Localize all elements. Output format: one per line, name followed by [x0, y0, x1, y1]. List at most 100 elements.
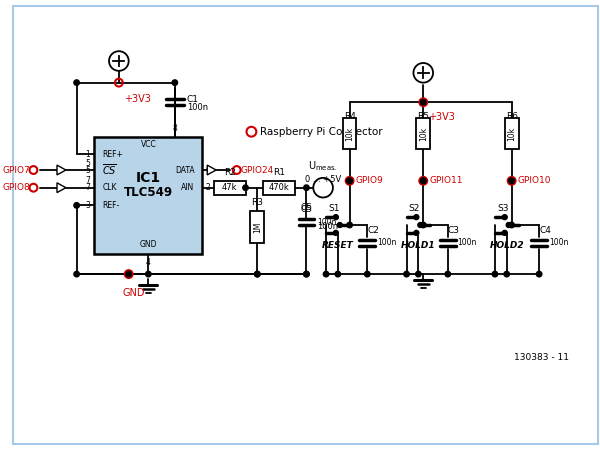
- Circle shape: [502, 215, 507, 220]
- Text: S3: S3: [497, 204, 508, 213]
- Bar: [505, 118, 518, 149]
- Text: Raspberry Pi Connector: Raspberry Pi Connector: [260, 127, 383, 137]
- Text: 5: 5: [86, 166, 91, 175]
- Text: GPIO24: GPIO24: [241, 166, 274, 175]
- Circle shape: [509, 222, 514, 228]
- Text: 47k: 47k: [222, 183, 238, 192]
- Text: R6: R6: [506, 112, 518, 121]
- Circle shape: [254, 271, 260, 277]
- Text: 100n: 100n: [458, 238, 477, 247]
- Text: TLC549: TLC549: [124, 186, 173, 199]
- Text: RESET: RESET: [322, 241, 354, 250]
- Text: GPIO10: GPIO10: [518, 176, 551, 185]
- Bar: [250, 211, 264, 243]
- Circle shape: [414, 230, 419, 235]
- Circle shape: [536, 271, 542, 277]
- Polygon shape: [57, 165, 66, 175]
- Text: R3: R3: [251, 198, 263, 207]
- Text: R1: R1: [273, 168, 285, 177]
- Text: C4: C4: [539, 226, 551, 235]
- Circle shape: [243, 185, 248, 190]
- Text: 6: 6: [205, 166, 210, 175]
- Circle shape: [365, 271, 370, 277]
- Text: 7: 7: [86, 176, 91, 185]
- Circle shape: [421, 178, 426, 184]
- Text: S2: S2: [409, 204, 420, 213]
- Text: R4: R4: [344, 112, 356, 121]
- Text: $\overline{CS}$: $\overline{CS}$: [102, 162, 117, 177]
- Text: 2: 2: [205, 183, 210, 192]
- Text: 10k: 10k: [507, 126, 516, 141]
- Circle shape: [74, 271, 79, 277]
- Text: C3: C3: [448, 226, 460, 235]
- Circle shape: [172, 80, 178, 86]
- Text: C5: C5: [301, 203, 313, 212]
- Circle shape: [445, 271, 451, 277]
- Circle shape: [418, 223, 423, 227]
- Text: HOLD1: HOLD1: [401, 241, 436, 250]
- Circle shape: [126, 271, 131, 277]
- Bar: [214, 181, 245, 194]
- Text: VCC: VCC: [140, 140, 156, 149]
- Circle shape: [74, 80, 79, 86]
- Text: IC1: IC1: [136, 171, 161, 185]
- Text: CLK: CLK: [102, 183, 116, 192]
- Text: 4: 4: [146, 258, 151, 267]
- Circle shape: [304, 185, 309, 190]
- Text: C1: C1: [187, 95, 199, 104]
- Circle shape: [509, 178, 514, 184]
- Circle shape: [74, 202, 79, 208]
- Circle shape: [334, 230, 338, 235]
- Circle shape: [492, 271, 497, 277]
- Text: S1: S1: [328, 204, 340, 213]
- Text: GND: GND: [140, 240, 157, 249]
- Circle shape: [502, 230, 507, 235]
- Text: C2: C2: [367, 226, 379, 235]
- Polygon shape: [207, 165, 216, 175]
- Circle shape: [421, 222, 426, 228]
- Text: +3V3: +3V3: [428, 112, 455, 122]
- Circle shape: [347, 178, 352, 184]
- Circle shape: [335, 271, 341, 277]
- Bar: [416, 118, 430, 149]
- Circle shape: [404, 271, 409, 277]
- Text: 1: 1: [86, 150, 91, 159]
- Text: 7: 7: [86, 183, 91, 192]
- Circle shape: [334, 215, 338, 220]
- Circle shape: [416, 271, 421, 277]
- Text: 100n: 100n: [187, 103, 208, 112]
- Text: AIN: AIN: [181, 183, 194, 192]
- Text: U$_\mathsf{meas.}$: U$_\mathsf{meas.}$: [308, 159, 338, 173]
- Circle shape: [323, 271, 329, 277]
- Circle shape: [254, 271, 260, 277]
- Text: GPIO7: GPIO7: [3, 166, 31, 175]
- Text: GPIO8: GPIO8: [3, 183, 31, 192]
- Text: 100n: 100n: [549, 238, 568, 247]
- Text: 5: 5: [86, 159, 91, 168]
- Circle shape: [421, 99, 426, 105]
- Circle shape: [421, 178, 426, 184]
- Bar: [343, 118, 356, 149]
- Bar: [263, 181, 295, 194]
- Text: 10k: 10k: [419, 126, 428, 141]
- Text: 130383 - 11: 130383 - 11: [514, 353, 569, 362]
- Text: 100n: 100n: [317, 217, 337, 226]
- Text: C5: C5: [301, 205, 313, 214]
- Text: GPIO9: GPIO9: [356, 176, 383, 185]
- Text: 100n: 100n: [317, 222, 338, 231]
- Text: HOLD2: HOLD2: [490, 241, 524, 250]
- Circle shape: [504, 271, 509, 277]
- Text: GND: GND: [122, 288, 145, 298]
- Text: 8: 8: [172, 124, 177, 133]
- Circle shape: [347, 178, 352, 184]
- Text: REF-: REF-: [102, 201, 119, 210]
- Circle shape: [506, 223, 511, 227]
- Text: 10k: 10k: [345, 126, 354, 141]
- Circle shape: [347, 222, 352, 228]
- Text: DATA: DATA: [175, 166, 194, 175]
- Text: 3: 3: [86, 201, 91, 210]
- Circle shape: [304, 271, 309, 277]
- Text: 1M: 1M: [253, 221, 262, 233]
- Bar: [94, 137, 202, 254]
- Circle shape: [337, 223, 342, 227]
